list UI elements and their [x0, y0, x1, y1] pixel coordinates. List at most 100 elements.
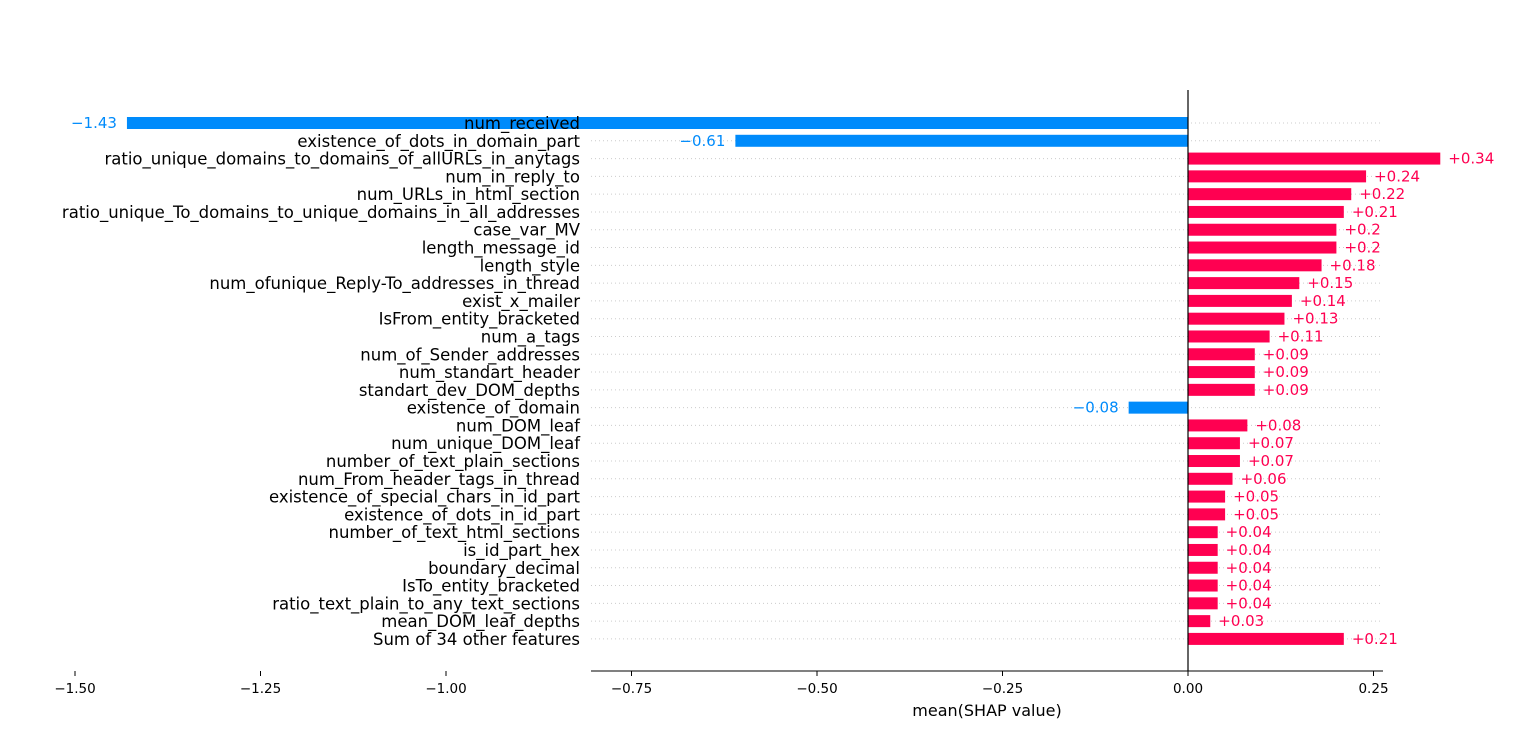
feature-label: existence_of_dots_in_domain_part — [297, 132, 580, 152]
bar-existence_of_dots_in_id_part — [1188, 508, 1226, 521]
bar-Sum of 34 other features — [1188, 632, 1344, 645]
feature-label: case_var_MV — [473, 221, 580, 241]
feature-label: Sum of 34 other features — [373, 630, 580, 649]
bar-num_From_header_tags_in_thread — [1188, 472, 1233, 485]
feature-label: num_in_reply_to — [445, 167, 580, 187]
value-label: +0.15 — [1307, 274, 1353, 292]
bar-num_unique_DOM_leaf — [1188, 437, 1240, 450]
bar-num_URLs_in_html_section — [1188, 188, 1352, 201]
value-label: +0.2 — [1344, 239, 1380, 257]
feature-labels: num_receivedexistence_of_dots_in_domain_… — [62, 114, 581, 649]
feature-label: num_unique_DOM_leaf — [391, 434, 581, 454]
bar-num_standart_header — [1188, 366, 1255, 379]
value-label: +0.04 — [1226, 523, 1272, 541]
feature-label: num_a_tags — [481, 327, 580, 347]
value-label: +0.14 — [1300, 292, 1346, 310]
value-label: +0.09 — [1263, 381, 1309, 399]
feature-label: number_of_text_html_sections — [329, 523, 580, 543]
bar-mean_DOM_leaf_depths — [1188, 615, 1211, 628]
bar-IsFrom_entity_bracketed — [1188, 312, 1285, 325]
x-axis: −1.50−1.25−1.00−0.75−0.50−0.250.000.250.… — [54, 90, 1389, 697]
feature-label: length_message_id — [422, 239, 580, 259]
x-axis-label: mean(SHAP value) — [912, 701, 1061, 720]
bar-existence_of_special_chars_in_id_part — [1188, 490, 1226, 503]
feature-label: num_URLs_in_html_section — [357, 185, 580, 205]
value-label: +0.04 — [1226, 594, 1272, 612]
feature-label: num_DOM_leaf — [456, 416, 581, 436]
x-tick-label: −0.50 — [796, 681, 837, 697]
feature-label: boundary_decimal — [428, 559, 580, 579]
bar-num_DOM_leaf — [1188, 419, 1248, 432]
value-label: +0.13 — [1292, 310, 1338, 328]
value-label: +0.04 — [1226, 541, 1272, 559]
feature-label: num_of_Sender_addresses — [360, 345, 580, 365]
value-label: +0.09 — [1263, 363, 1309, 381]
value-label: +0.34 — [1448, 150, 1494, 168]
feature-label: existence_of_domain — [407, 399, 580, 419]
feature-label: num_received — [464, 114, 580, 134]
value-label: +0.08 — [1255, 416, 1301, 434]
x-tick-label: −1.25 — [240, 681, 281, 697]
value-label: +0.11 — [1278, 327, 1324, 345]
bar-ratio_unique_domains_to_domains_of_allURLs_in_anytags — [1188, 152, 1441, 165]
bar-case_var_MV — [1188, 223, 1337, 236]
bar-ratio_text_plain_to_any_text_sections — [1188, 597, 1218, 610]
feature-label: is_id_part_hex — [463, 541, 580, 561]
bars — [126, 117, 1441, 645]
value-label: −0.08 — [1073, 399, 1119, 417]
bar-standart_dev_DOM_depths — [1188, 383, 1255, 396]
x-tick-label: 0.00 — [1173, 681, 1203, 697]
bar-num_of_Sender_addresses — [1188, 348, 1255, 361]
bar-existence_of_dots_in_domain_part — [735, 134, 1188, 147]
value-label: −0.61 — [679, 132, 725, 150]
value-label: +0.07 — [1248, 452, 1294, 470]
feature-label: ratio_text_plain_to_any_text_sections — [272, 594, 580, 614]
bar-num_received — [126, 117, 1189, 129]
bar-number_of_text_plain_sections — [1188, 455, 1240, 468]
bar-is_id_part_hex — [1188, 543, 1218, 556]
feature-label: mean_DOM_leaf_depths — [381, 612, 580, 632]
value-label: +0.21 — [1352, 203, 1398, 221]
value-label: +0.04 — [1226, 559, 1272, 577]
x-tick-label: −1.50 — [54, 681, 95, 697]
bar-ratio_unique_To_domains_to_unique_domains_in_all_addresses — [1188, 205, 1344, 218]
value-label: −1.43 — [71, 114, 117, 132]
feature-label: IsFrom_entity_bracketed — [379, 310, 580, 330]
feature-label: num_ofunique_Reply-To_addresses_in_threa… — [209, 274, 580, 294]
value-label: +0.22 — [1359, 185, 1405, 203]
bar-num_a_tags — [1188, 330, 1270, 343]
x-tick-label: 0.25 — [1358, 681, 1388, 697]
feature-label: existence_of_dots_in_id_part — [344, 505, 580, 525]
feature-label: num_standart_header — [399, 363, 580, 383]
value-label: +0.06 — [1241, 470, 1287, 488]
value-label: +0.24 — [1374, 167, 1420, 185]
bar-existence_of_domain — [1128, 401, 1188, 414]
feature-label: number_of_text_plain_sections — [326, 452, 580, 472]
x-tick-label: −1.00 — [425, 681, 466, 697]
feature-label: standart_dev_DOM_depths — [359, 381, 580, 401]
bar-IsTo_entity_bracketed — [1188, 579, 1218, 592]
x-tick-label: −0.75 — [611, 681, 652, 697]
x-tick-label: −0.25 — [982, 681, 1023, 697]
value-labels: −1.43−0.61+0.34+0.24+0.22+0.21+0.2+0.2+0… — [71, 114, 1494, 648]
value-label: +0.09 — [1263, 345, 1309, 363]
value-label: +0.04 — [1226, 577, 1272, 595]
bar-num_in_reply_to — [1188, 170, 1367, 183]
feature-label: length_style — [480, 256, 580, 276]
bar-length_style — [1188, 259, 1322, 272]
feature-label: ratio_unique_To_domains_to_unique_domain… — [62, 203, 580, 223]
value-label: +0.18 — [1330, 256, 1376, 274]
feature-label: IsTo_entity_bracketed — [402, 577, 580, 597]
feature-label: num_From_header_tags_in_thread — [298, 470, 580, 490]
bar-boundary_decimal — [1188, 561, 1218, 574]
feature-label: ratio_unique_domains_to_domains_of_allUR… — [104, 150, 580, 170]
value-label: +0.07 — [1248, 434, 1294, 452]
feature-label: existence_of_special_chars_in_id_part — [269, 488, 581, 508]
bar-number_of_text_html_sections — [1188, 526, 1218, 539]
feature-label: exist_x_mailer — [462, 292, 580, 312]
bar-length_message_id — [1188, 241, 1337, 254]
bar-exist_x_mailer — [1188, 294, 1292, 307]
value-label: +0.03 — [1218, 612, 1264, 630]
value-label: +0.05 — [1233, 488, 1279, 506]
